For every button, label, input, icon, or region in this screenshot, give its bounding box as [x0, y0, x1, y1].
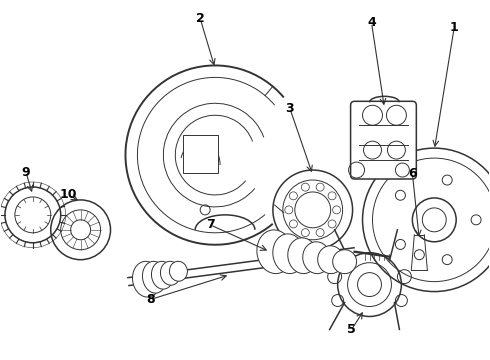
Bar	[183, 135, 218, 173]
Ellipse shape	[160, 261, 180, 285]
Text: 10: 10	[60, 188, 77, 202]
Ellipse shape	[333, 250, 357, 274]
Text: 8: 8	[146, 293, 155, 306]
Ellipse shape	[132, 261, 161, 297]
Text: 7: 7	[206, 218, 215, 231]
Ellipse shape	[257, 230, 293, 274]
Ellipse shape	[273, 234, 305, 274]
Ellipse shape	[151, 261, 173, 289]
Text: 2: 2	[196, 12, 204, 25]
Ellipse shape	[303, 242, 331, 274]
Text: 4: 4	[367, 16, 376, 29]
Text: 5: 5	[347, 323, 356, 336]
Ellipse shape	[288, 238, 318, 274]
Ellipse shape	[170, 261, 187, 281]
Text: 1: 1	[450, 21, 459, 34]
Ellipse shape	[318, 246, 343, 274]
Ellipse shape	[143, 261, 167, 293]
Text: 6: 6	[408, 167, 416, 180]
Text: 3: 3	[286, 102, 294, 115]
Text: 9: 9	[22, 166, 30, 179]
FancyBboxPatch shape	[350, 101, 416, 179]
